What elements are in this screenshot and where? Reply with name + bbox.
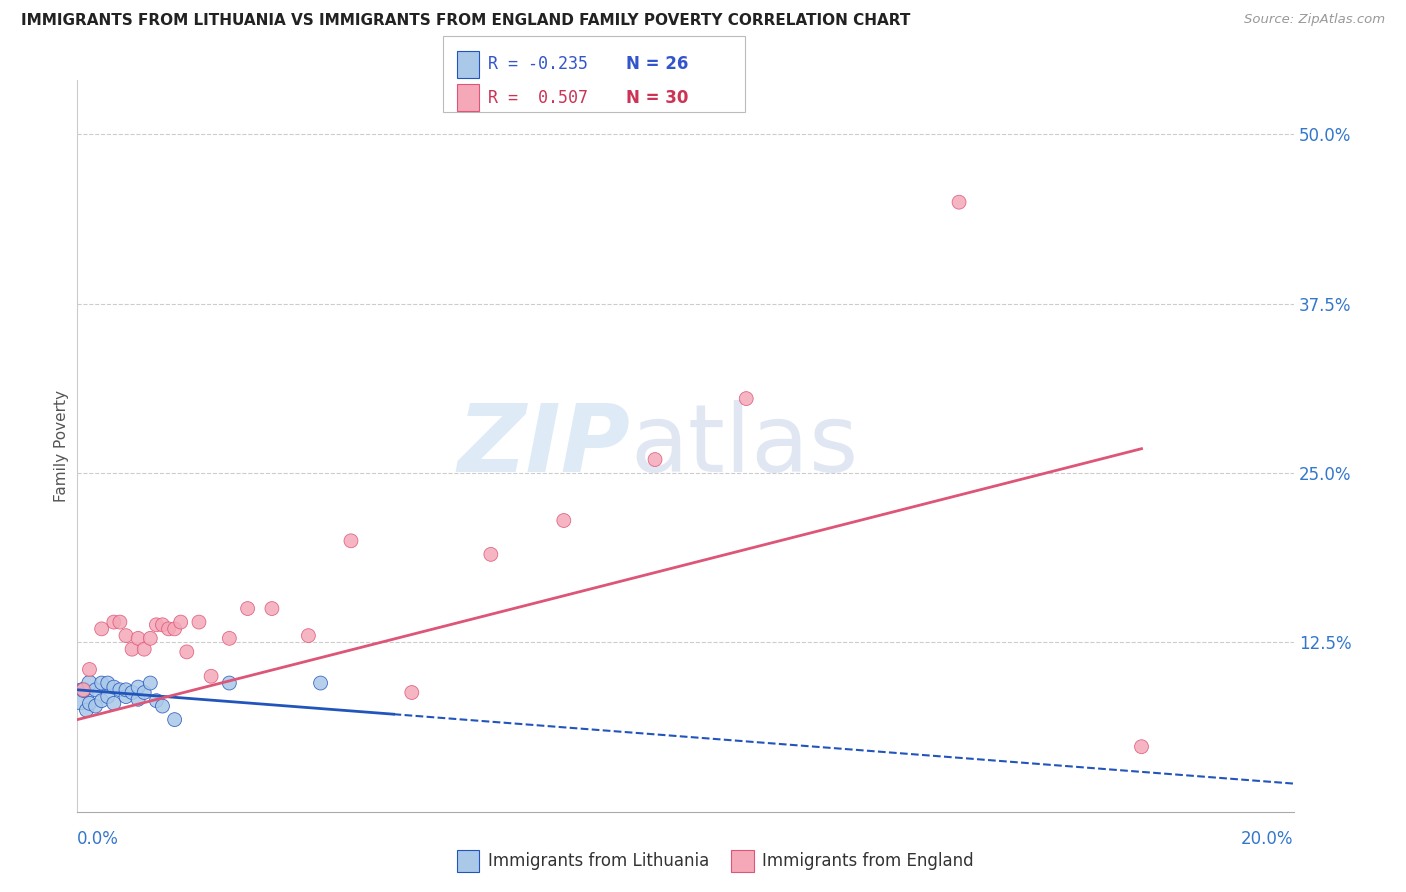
Point — [90, 693, 112, 707]
Point — [218, 632, 240, 646]
Point — [72, 682, 94, 697]
Point — [188, 615, 211, 629]
Point — [79, 663, 101, 677]
Text: R = -0.235: R = -0.235 — [488, 55, 588, 73]
Point — [108, 615, 131, 629]
Point — [340, 533, 363, 548]
Point — [72, 682, 94, 697]
Point — [134, 685, 156, 699]
Point — [84, 699, 107, 714]
Point — [218, 676, 240, 690]
Point — [115, 682, 138, 697]
Point — [139, 676, 162, 690]
Point — [297, 629, 319, 643]
Point — [1130, 739, 1153, 754]
Point — [260, 601, 283, 615]
Point — [479, 547, 502, 561]
Point — [90, 676, 112, 690]
Point — [108, 682, 131, 697]
Text: Immigrants from England: Immigrants from England — [762, 852, 974, 870]
Point — [200, 669, 222, 683]
Point — [127, 680, 149, 694]
Point — [103, 615, 125, 629]
Point — [69, 690, 91, 704]
Point — [75, 703, 97, 717]
Point — [115, 690, 138, 704]
Point — [127, 632, 149, 646]
Point — [103, 680, 125, 694]
Point — [163, 622, 186, 636]
Point — [170, 615, 193, 629]
Text: Source: ZipAtlas.com: Source: ZipAtlas.com — [1244, 13, 1385, 27]
Point — [163, 713, 186, 727]
Point — [152, 699, 174, 714]
Point — [553, 514, 575, 528]
Point — [401, 685, 423, 699]
Point — [90, 622, 112, 636]
Point — [145, 693, 167, 707]
Point — [97, 690, 120, 704]
Text: N = 26: N = 26 — [626, 55, 688, 73]
Point — [139, 632, 162, 646]
Point — [121, 685, 143, 699]
Point — [176, 645, 198, 659]
Point — [236, 601, 259, 615]
Point — [121, 642, 143, 657]
Point — [152, 617, 174, 632]
Point — [79, 697, 101, 711]
Point — [735, 392, 758, 406]
Point — [644, 452, 666, 467]
Point — [103, 697, 125, 711]
Point — [127, 692, 149, 706]
Point — [97, 676, 120, 690]
Text: N = 30: N = 30 — [626, 89, 688, 107]
Y-axis label: Family Poverty: Family Poverty — [53, 390, 69, 502]
Point — [79, 676, 101, 690]
Text: atlas: atlas — [631, 400, 859, 492]
Point — [115, 629, 138, 643]
Text: IMMIGRANTS FROM LITHUANIA VS IMMIGRANTS FROM ENGLAND FAMILY POVERTY CORRELATION : IMMIGRANTS FROM LITHUANIA VS IMMIGRANTS … — [21, 13, 911, 29]
Point — [84, 682, 107, 697]
Point — [157, 622, 180, 636]
Text: 0.0%: 0.0% — [77, 830, 120, 848]
Point — [309, 676, 332, 690]
Text: ZIP: ZIP — [458, 400, 631, 492]
Point — [145, 617, 167, 632]
Point — [134, 642, 156, 657]
Text: Immigrants from Lithuania: Immigrants from Lithuania — [488, 852, 709, 870]
Text: R =  0.507: R = 0.507 — [488, 89, 588, 107]
Text: 20.0%: 20.0% — [1241, 830, 1294, 848]
Point — [948, 195, 970, 210]
